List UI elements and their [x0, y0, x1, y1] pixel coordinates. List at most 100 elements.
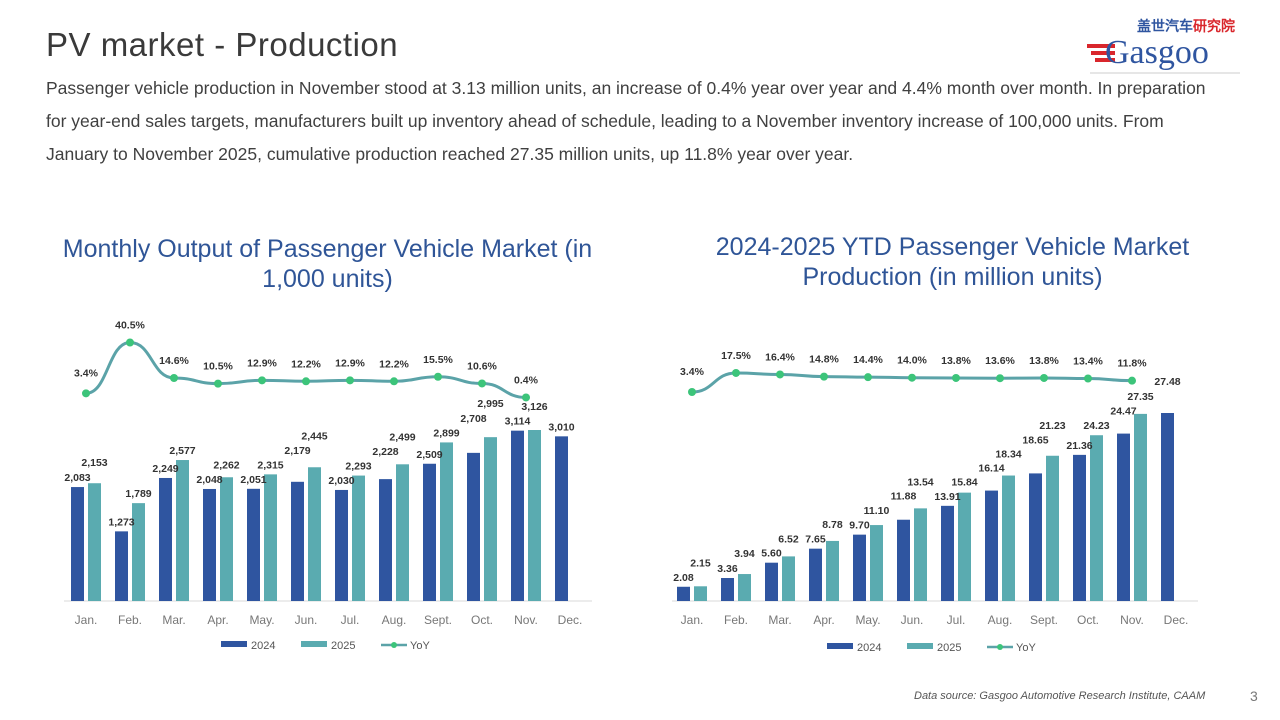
data-label: 2,315 — [257, 459, 283, 471]
x-tick-label: Jan. — [681, 613, 704, 627]
data-label: 2,293 — [345, 461, 371, 473]
bar-2025 — [88, 483, 101, 601]
yoy-label: 10.5% — [203, 361, 233, 373]
data-label: 18.34 — [995, 449, 1021, 461]
x-tick-label: Aug. — [988, 613, 1013, 627]
yoy-label: 0.4% — [514, 374, 539, 386]
page-title: PV market - Production — [46, 26, 399, 63]
page-number: 3 — [1250, 688, 1258, 704]
gasgoo-logo: 盖世汽车研究院 Gasgoo — [1087, 18, 1240, 74]
x-tick-label: May. — [249, 613, 274, 627]
yoy-marker — [996, 374, 1004, 383]
yoy-label: 12.9% — [335, 357, 365, 369]
yoy-label: 11.8% — [1117, 358, 1147, 370]
yoy-marker — [522, 393, 530, 402]
legend-label: 2025 — [937, 642, 961, 654]
bar-2025 — [308, 467, 321, 601]
bar-2025 — [1046, 455, 1059, 601]
bar-2024 — [1117, 433, 1130, 601]
bar-2025 — [782, 556, 795, 601]
data-label: 1,273 — [108, 516, 134, 528]
data-label: 13.91 — [934, 491, 960, 503]
data-label: 2,262 — [213, 459, 239, 471]
yoy-label: 10.6% — [467, 360, 497, 372]
x-tick-label: Oct. — [471, 613, 493, 627]
chart2-title: 2024-2025 YTD Passenger Vehicle Market P… — [715, 233, 1190, 291]
bar-2025 — [484, 437, 497, 601]
x-tick-label: Jul. — [341, 613, 360, 627]
legend-marker-yoy — [391, 642, 397, 648]
data-label: 11.10 — [864, 505, 890, 517]
yoy-label: 14.8% — [809, 354, 839, 366]
data-source: Data source: Gasgoo Automotive Research … — [914, 690, 1206, 702]
bar-2025 — [1002, 475, 1015, 601]
x-tick-label: May. — [855, 613, 880, 627]
data-label: 2,249 — [152, 463, 178, 475]
yoy-marker — [302, 377, 310, 386]
data-label: 24.23 — [1083, 420, 1109, 432]
x-tick-label: Feb. — [724, 613, 748, 627]
data-label: 3.94 — [734, 548, 755, 560]
yoy-marker — [732, 368, 740, 377]
yoy-marker — [346, 376, 354, 385]
bar-2024 — [203, 488, 216, 601]
data-label: 2,051 — [240, 474, 266, 486]
x-tick-label: Apr. — [813, 613, 834, 627]
bar-2024 — [71, 487, 84, 601]
data-label: 11.88 — [891, 491, 917, 503]
bar-2025 — [396, 464, 409, 601]
yoy-label: 12.2% — [379, 358, 409, 370]
data-label: 2,228 — [372, 446, 398, 458]
bar-2024 — [853, 534, 866, 601]
bar-2025 — [958, 492, 971, 601]
legend-label: YoY — [1016, 642, 1036, 654]
bar-2025 — [870, 525, 883, 601]
yoy-label: 16.4% — [765, 351, 795, 363]
x-tick-label: Mar. — [768, 613, 791, 627]
data-label: 2,577 — [169, 445, 195, 457]
bar-2024 — [379, 479, 392, 601]
data-label: 2,899 — [433, 427, 459, 439]
data-label: 27.48 — [1154, 376, 1180, 388]
yoy-label: 14.6% — [159, 355, 189, 367]
yoy-marker — [1040, 373, 1048, 382]
bar-2024 — [941, 505, 954, 601]
bar-2024 — [721, 578, 734, 601]
yoy-label: 13.4% — [1073, 356, 1103, 368]
bar-2025 — [528, 430, 541, 601]
data-label: 2,179 — [284, 445, 310, 457]
yoy-label: 14.0% — [897, 355, 927, 367]
bar-2025 — [176, 460, 189, 601]
bar-2025 — [440, 442, 453, 601]
yoy-marker — [170, 373, 178, 382]
data-label: 2,153 — [81, 457, 107, 469]
legend-label: 2024 — [251, 640, 275, 652]
legend-label: 2025 — [331, 640, 355, 652]
bar-2024 — [897, 519, 910, 601]
data-label: 2,048 — [196, 474, 222, 486]
data-label: 3,114 — [505, 416, 531, 428]
yoy-label: 3.4% — [680, 366, 705, 378]
yoy-marker — [952, 373, 960, 382]
x-tick-label: Jan. — [75, 613, 98, 627]
data-label: 15.84 — [951, 477, 977, 489]
legend-marker-yoy — [997, 644, 1003, 650]
data-label: 3,126 — [521, 401, 547, 413]
yoy-label: 12.2% — [291, 358, 321, 370]
data-label: 2.08 — [673, 572, 694, 584]
bar-2024 — [1161, 413, 1174, 601]
svg-text:盖世汽车研究院: 盖世汽车研究院 — [1137, 18, 1235, 35]
bar-2025 — [264, 474, 277, 601]
bar-2024 — [511, 430, 524, 601]
x-tick-label: Dec. — [1164, 613, 1189, 627]
data-label: 7.65 — [805, 534, 826, 546]
x-tick-label: Feb. — [118, 613, 142, 627]
bar-2024 — [159, 477, 172, 601]
x-tick-label: Sept. — [424, 613, 452, 627]
bar-2024 — [115, 531, 128, 601]
bar-2025 — [914, 508, 927, 601]
legend-swatch-2024 — [827, 643, 853, 649]
data-label: 2,030 — [328, 475, 354, 487]
data-label: 3,010 — [548, 421, 574, 433]
